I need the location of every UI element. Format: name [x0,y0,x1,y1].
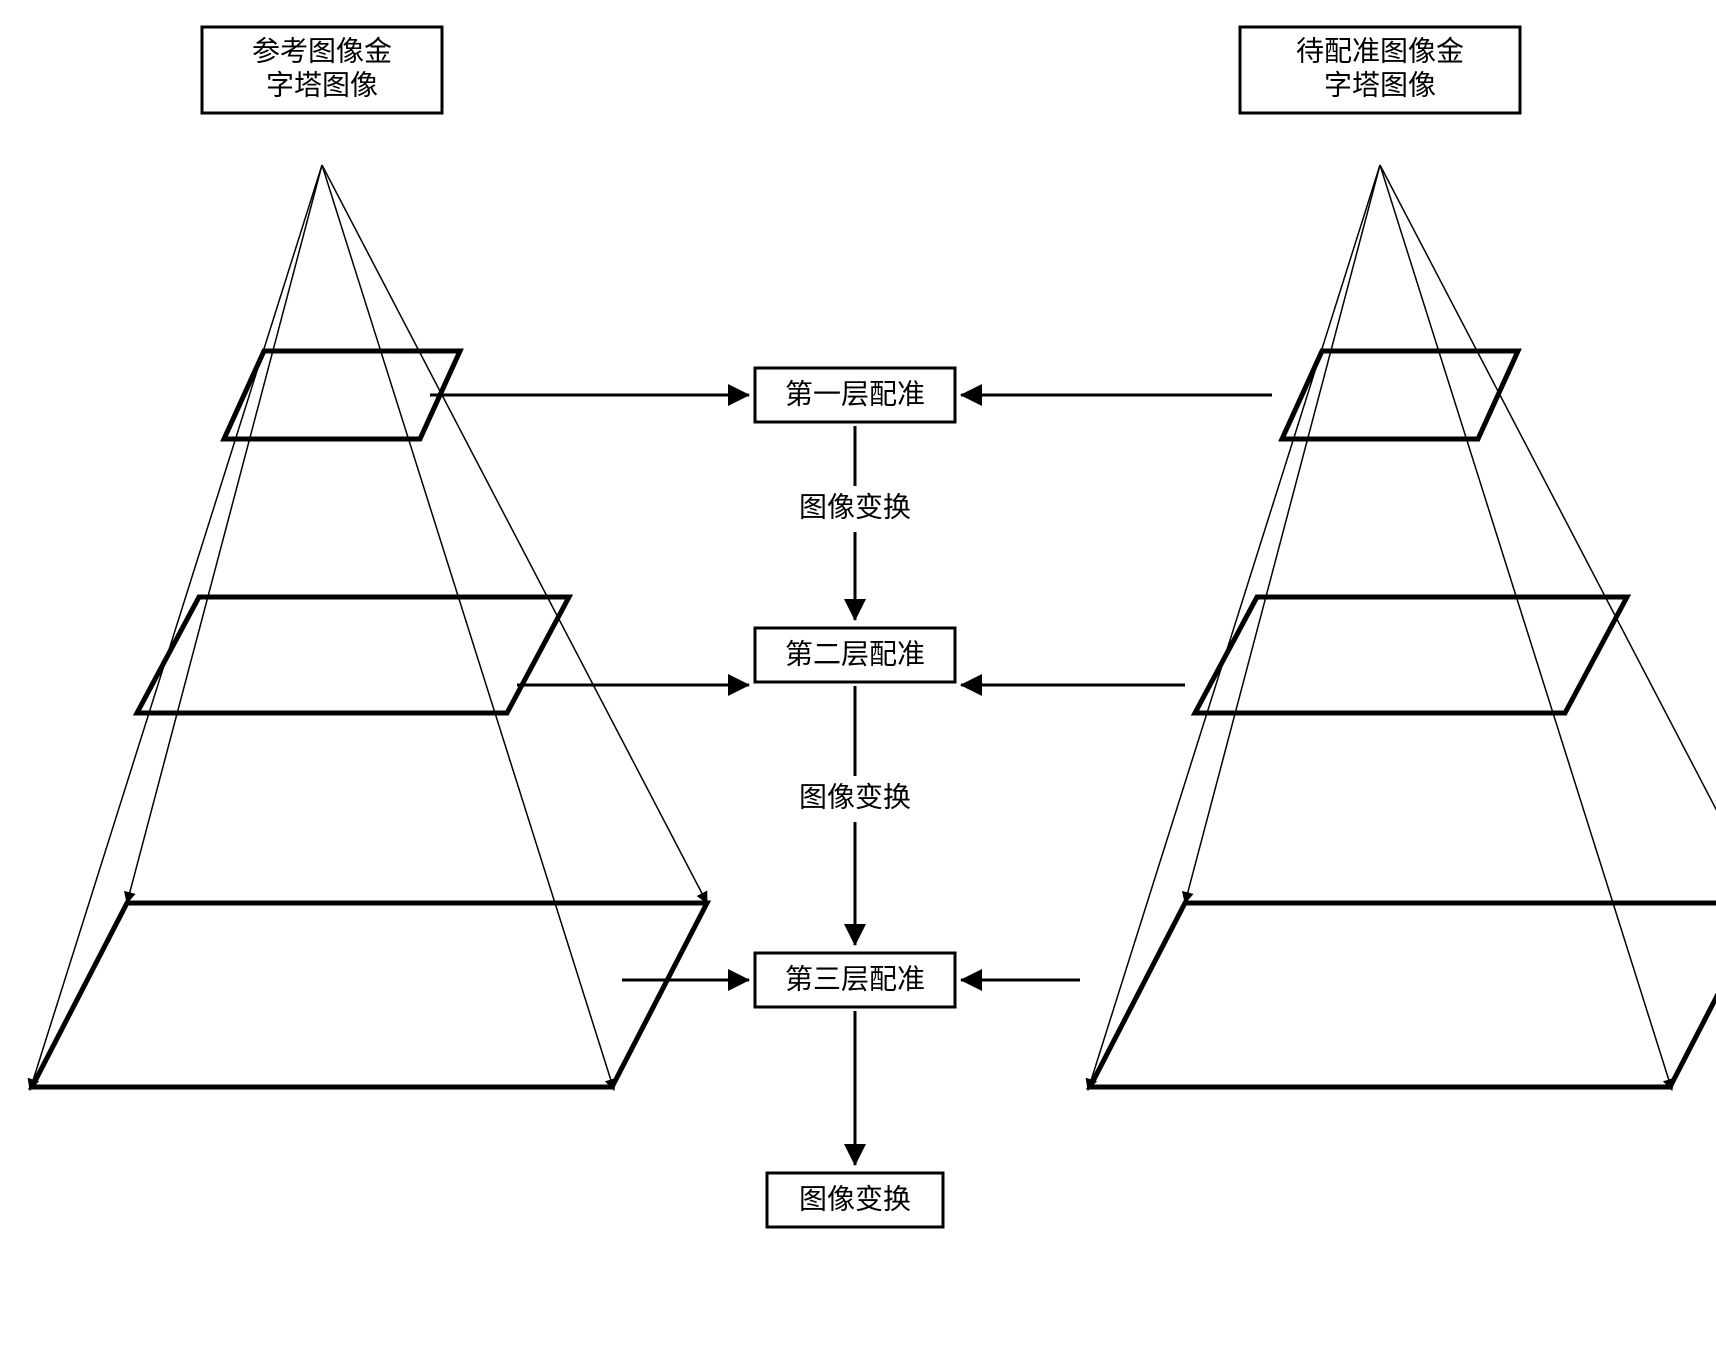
pyramid-right-outer-right [1380,165,1672,1090]
transform-label-2: 图像变换 [799,781,911,813]
pyramid-right-level-2 [1195,597,1627,713]
pyramid-right-edge-tl [1185,165,1380,903]
pyramid-right-outer-left [1088,165,1380,1090]
reg2-box-text: 第二层配准 [785,638,925,670]
transform-label-1: 图像变换 [799,491,911,523]
pyramid-left-outer-left [30,165,322,1090]
pyramid-left-level-2 [137,597,569,713]
title-right-line2: 字塔图像 [1324,69,1436,101]
pyramid-left-edge-tl [127,165,322,903]
final-box-text: 图像变换 [799,1183,911,1215]
reg3-box-text: 第三层配准 [785,963,925,995]
pyramid-right-edge-tr [1380,165,1716,903]
title-left-line2: 字塔图像 [266,69,378,101]
title-right-line1: 待配准图像金 [1296,35,1464,67]
pyramid-left-level-3 [32,903,707,1087]
pyramid-left-level-1 [224,351,460,439]
pyramid-left-edge-tr [322,165,707,903]
reg1-box-text: 第一层配准 [785,378,925,410]
title-left-line1: 参考图像金 [252,35,392,67]
pyramid-left-outer-right [322,165,614,1090]
pyramid-right-level-1 [1282,351,1518,439]
